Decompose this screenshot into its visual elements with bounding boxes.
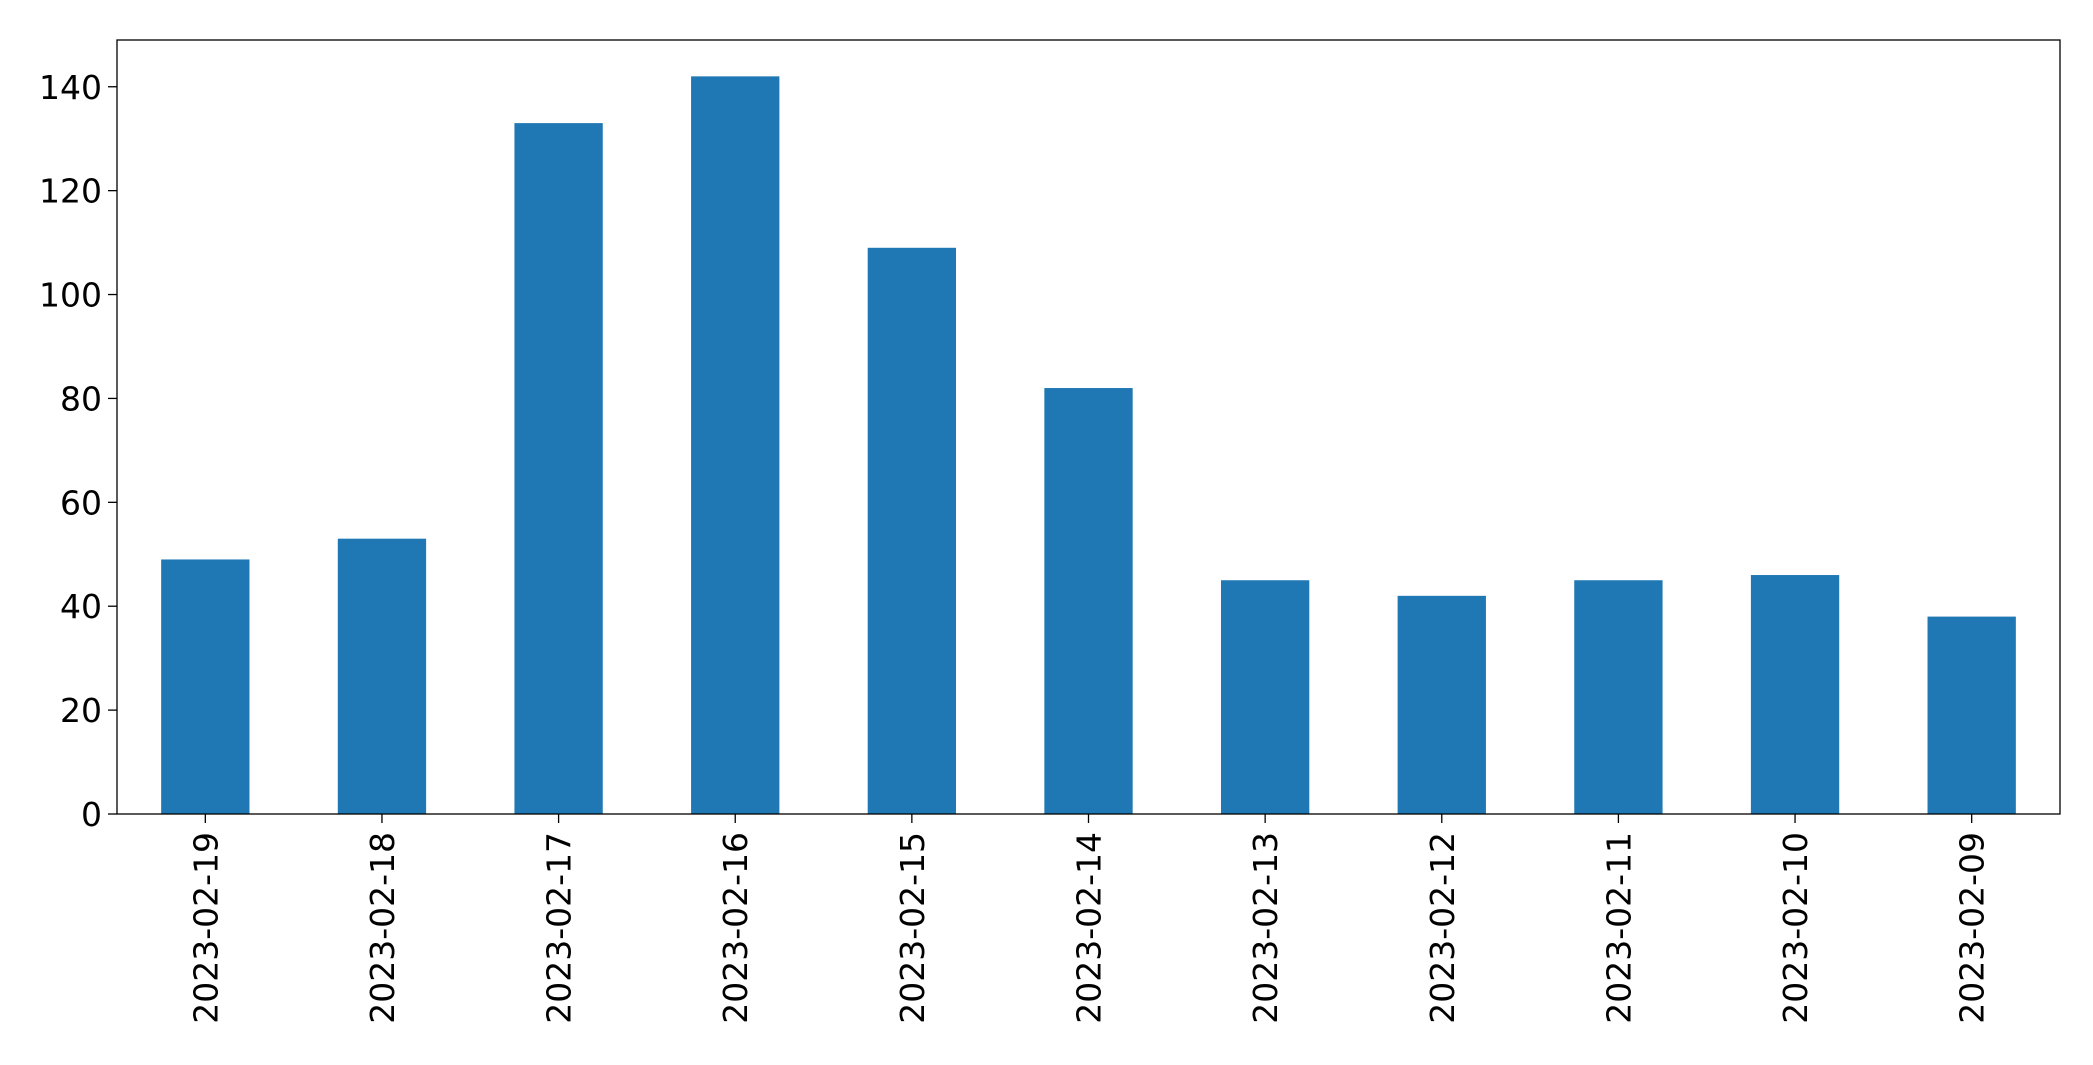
y-axis: 0 20 40 60 80 100 120 140 — [39, 68, 117, 834]
x-tick-label: 2023-02-12 — [1423, 832, 1462, 1024]
x-tick-label: 2023-02-09 — [1953, 832, 1992, 1024]
x-tick-label: 2023-02-18 — [363, 832, 402, 1024]
bar-2023-02-09 — [1927, 616, 2016, 814]
plot-frame — [116, 39, 2061, 815]
x-tick-label: 2023-02-13 — [1246, 832, 1285, 1024]
x-tick-label: 2023-02-15 — [893, 832, 932, 1024]
x-tick-label: 2023-02-11 — [1599, 832, 1638, 1024]
bar-2023-02-18 — [337, 538, 427, 814]
y-tick-label: 80 — [60, 379, 102, 418]
y-tick-label: 120 — [39, 172, 102, 211]
bars-group — [161, 76, 2016, 815]
bar-2023-02-10 — [1750, 575, 1840, 814]
x-tick-label: 2023-02-17 — [540, 832, 579, 1024]
y-tick-label: 20 — [60, 691, 102, 730]
x-tick-label: 2023-02-19 — [186, 832, 225, 1024]
y-tick-label: 0 — [81, 795, 102, 834]
bar-2023-02-14 — [1044, 388, 1133, 814]
x-tick-label: 2023-02-14 — [1070, 832, 1109, 1024]
x-tick-label: 2023-02-10 — [1776, 832, 1815, 1024]
bar-2023-02-16 — [691, 76, 780, 814]
y-tick-label: 100 — [39, 276, 102, 315]
y-tick-label: 60 — [60, 483, 102, 522]
bar-2023-02-15 — [867, 247, 957, 815]
bar-2023-02-19 — [161, 559, 250, 814]
bar-2023-02-12 — [1397, 595, 1486, 814]
y-tick-label: 140 — [39, 68, 102, 107]
bar-2023-02-11 — [1574, 580, 1663, 814]
bar-2023-02-13 — [1220, 580, 1310, 814]
x-axis: 2023-02-19 2023-02-18 2023-02-17 2023-02-16… — [186, 814, 1992, 1024]
bar-2023-02-17 — [514, 123, 603, 815]
x-tick-label: 2023-02-16 — [716, 832, 755, 1024]
y-tick-label: 40 — [60, 587, 102, 626]
